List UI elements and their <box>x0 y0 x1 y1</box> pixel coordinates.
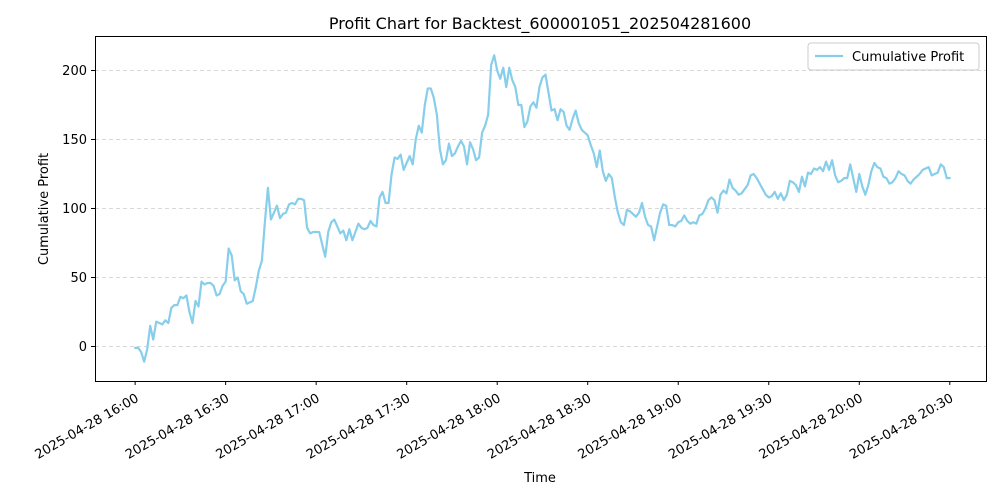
x-axis-label: Time <box>523 471 556 486</box>
y-axis-label: Cumulative Profit <box>37 153 52 265</box>
plot-frame <box>95 36 987 382</box>
y-tick-label: 100 <box>62 202 87 217</box>
legend-label: Cumulative Profit <box>852 50 964 65</box>
y-tick-label: 200 <box>62 64 87 79</box>
legend: Cumulative Profit <box>807 42 980 71</box>
y-tick-label: 150 <box>62 133 87 148</box>
y-axis-ticks: 0 50 100 150 200 <box>62 64 95 355</box>
legend-box <box>807 42 980 71</box>
y-tick-label: 50 <box>70 271 87 286</box>
y-tick-label: 0 <box>79 340 87 355</box>
cumulative-profit-line <box>134 54 951 363</box>
chart-title: Profit Chart for Backtest_600001051_2025… <box>329 14 751 34</box>
